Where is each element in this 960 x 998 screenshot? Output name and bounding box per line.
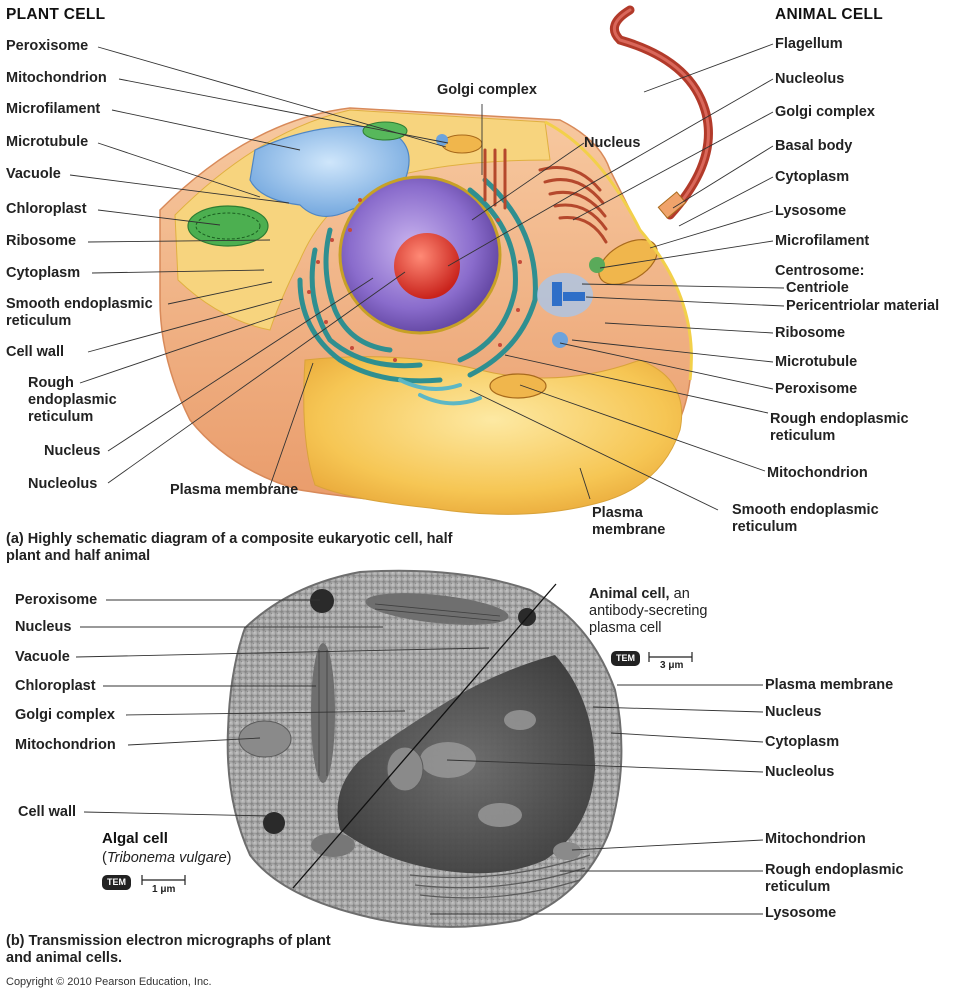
micro-label-mitochondrion: Mitochondrion bbox=[15, 737, 116, 753]
algal-cell-title: Algal cell bbox=[102, 830, 168, 847]
micro-label-nucleus: Nucleus bbox=[15, 619, 72, 635]
label-mitochondrion-right: Mitochondrion bbox=[767, 465, 868, 481]
algal-cell-species: Tribonema vulgare bbox=[106, 850, 227, 866]
animal-micro-desc1: an bbox=[673, 586, 690, 602]
leader-lines-bottom-right bbox=[430, 684, 764, 915]
caption-a-tag: (a) bbox=[6, 531, 24, 547]
label-smooth-er-right: Smooth endoplasmic reticulum bbox=[732, 502, 879, 535]
label-mitochondrion: Mitochondrion bbox=[6, 70, 107, 86]
scale-bars bbox=[141, 652, 693, 885]
caption-b-tag: (b) bbox=[6, 933, 25, 949]
composite-cell-illustration bbox=[159, 5, 713, 515]
plant-cell-heading: PLANT CELL bbox=[6, 6, 106, 23]
label-golgi-right: Golgi complex bbox=[775, 104, 875, 120]
label-microtubule: Microtubule bbox=[6, 134, 89, 150]
scale-label-animal: 3 μm bbox=[660, 660, 684, 671]
basal-body-shape bbox=[657, 191, 687, 219]
leader-lines-top-right bbox=[447, 43, 785, 511]
micrograph bbox=[226, 569, 623, 928]
label-pericentriolar: Pericentriolar material bbox=[786, 298, 940, 314]
micro-label-rough-er: Rough endoplasmic reticulum bbox=[765, 862, 904, 895]
label-nucleus-center: Nucleus bbox=[584, 135, 641, 151]
animal-micro-caption: Animal cell, an antibody-secreting plasm… bbox=[589, 586, 708, 637]
label-nucleolus: Nucleolus bbox=[28, 476, 98, 492]
label-nucleus: Nucleus bbox=[44, 443, 101, 459]
animal-micro-title: Animal cell, bbox=[589, 586, 670, 602]
label-plasma-membrane-right: Plasma membrane bbox=[592, 505, 666, 538]
caption-a-text: Highly schematic diagram of a composite … bbox=[6, 531, 453, 564]
label-centrosome: Centrosome: bbox=[775, 263, 865, 279]
label-smooth-er: Smooth endoplasmic reticulum bbox=[6, 296, 153, 329]
micro-label-golgi: Golgi complex bbox=[15, 707, 115, 723]
label-microfilament-right: Microfilament bbox=[775, 233, 870, 249]
tem-badge-animal: TEM bbox=[611, 651, 640, 666]
label-microfilament: Microfilament bbox=[6, 101, 101, 117]
leader-lines-bottom-left bbox=[75, 599, 490, 817]
label-centriole: Centriole bbox=[786, 280, 849, 296]
label-plasma-membrane-center: Plasma membrane bbox=[170, 482, 299, 498]
label-rough-er: Rough endoplasmic reticulum bbox=[28, 375, 117, 425]
micro-label-vacuole: Vacuole bbox=[15, 649, 70, 665]
micro-label-cell-wall: Cell wall bbox=[18, 804, 77, 820]
label-cytoplasm-right: Cytoplasm bbox=[775, 169, 850, 185]
label-golgi-center: Golgi complex bbox=[437, 82, 537, 98]
label-cell-wall: Cell wall bbox=[6, 344, 65, 360]
leader-lines-top-left bbox=[69, 46, 449, 484]
label-ribosome: Ribosome bbox=[6, 233, 77, 249]
animal-micro-desc3: plasma cell bbox=[589, 620, 662, 636]
label-microtubule-right: Microtubule bbox=[775, 354, 858, 370]
caption-b-text: Transmission electron micrographs of pla… bbox=[6, 933, 331, 966]
micro-label-chloroplast: Chloroplast bbox=[15, 678, 96, 694]
mitochondrion-shape bbox=[441, 134, 658, 399]
centrosome-shape bbox=[537, 273, 593, 317]
micro-label-nucleus-right: Nucleus bbox=[765, 704, 822, 720]
caption-a: (a) Highly schematic diagram of a compos… bbox=[6, 531, 486, 565]
caption-b: (b) Transmission electron micrographs of… bbox=[6, 933, 336, 967]
scale-label-algal: 1 μm bbox=[152, 884, 176, 895]
nucleolus-shape bbox=[394, 233, 460, 299]
label-cytoplasm: Cytoplasm bbox=[6, 265, 81, 281]
algal-cell-species-wrap: (Tribonema vulgare) bbox=[102, 850, 232, 866]
label-flagellum: Flagellum bbox=[775, 36, 843, 52]
micro-label-plasma-membrane: Plasma membrane bbox=[765, 677, 894, 693]
tem-badge-algal: TEM bbox=[102, 875, 131, 890]
label-lysosome: Lysosome bbox=[775, 203, 847, 219]
label-rough-er-right: Rough endoplasmic reticulum bbox=[770, 411, 909, 444]
micro-chloroplast bbox=[365, 593, 509, 625]
label-nucleolus-right: Nucleolus bbox=[775, 71, 845, 87]
label-chloroplast: Chloroplast bbox=[6, 201, 87, 217]
micro-label-nucleolus: Nucleolus bbox=[765, 764, 835, 780]
micro-label-peroxisome: Peroxisome bbox=[15, 592, 98, 608]
label-basal-body: Basal body bbox=[775, 138, 853, 154]
label-vacuole: Vacuole bbox=[6, 166, 61, 182]
rough-er-shape bbox=[297, 177, 538, 384]
label-peroxisome: Peroxisome bbox=[6, 38, 89, 54]
animal-cell-heading: ANIMAL CELL bbox=[775, 6, 884, 23]
copyright: Copyright © 2010 Pearson Education, Inc. bbox=[6, 976, 212, 988]
animal-micro-desc2: antibody-secreting bbox=[589, 603, 708, 619]
micro-label-mitochondrion-right: Mitochondrion bbox=[765, 831, 866, 847]
label-peroxisome-right: Peroxisome bbox=[775, 381, 858, 397]
micro-label-cytoplasm: Cytoplasm bbox=[765, 734, 840, 750]
micro-label-lysosome: Lysosome bbox=[765, 905, 837, 921]
label-ribosome-right: Ribosome bbox=[775, 325, 846, 341]
